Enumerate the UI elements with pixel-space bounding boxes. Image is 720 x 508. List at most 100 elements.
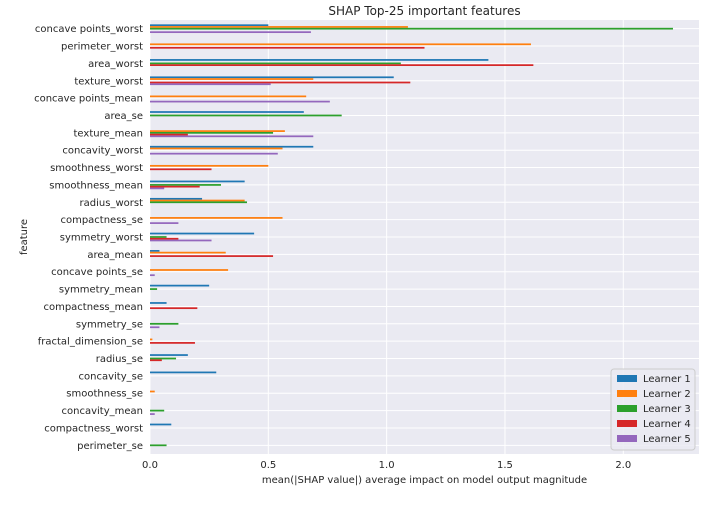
bar <box>150 232 255 235</box>
bar <box>150 284 210 287</box>
legend-box <box>610 368 696 451</box>
bar <box>150 288 158 290</box>
y-tick-label: concavity_worst <box>62 146 143 157</box>
legend-swatch <box>617 435 637 442</box>
bar <box>150 250 160 252</box>
bar <box>150 81 411 84</box>
grid-layer <box>149 20 699 454</box>
bar <box>150 338 153 341</box>
x-tick-label: 1.0 <box>379 460 395 471</box>
x-tick-label: 0.5 <box>260 460 276 471</box>
legend-swatch <box>617 375 637 382</box>
bar <box>150 255 274 257</box>
bar <box>150 46 425 49</box>
bar <box>150 31 311 34</box>
bar <box>150 43 531 46</box>
bar <box>150 111 304 113</box>
y-tick-label: concavity_mean <box>62 406 143 417</box>
bar <box>150 26 408 28</box>
bar <box>150 164 269 167</box>
legend-swatch <box>617 420 637 427</box>
y-tick-label: texture_mean <box>74 128 143 139</box>
y-tick-label: area_se <box>104 111 143 122</box>
bar <box>150 59 489 61</box>
bar <box>150 64 534 67</box>
bar <box>150 114 342 117</box>
bar <box>150 239 212 242</box>
x-tick-label: 1.5 <box>497 460 513 471</box>
bar <box>150 409 165 412</box>
bar <box>150 302 167 304</box>
bar <box>150 342 195 344</box>
y-tick-label: fractal_dimension_se <box>38 337 143 348</box>
legend-swatch <box>617 405 637 412</box>
y-tick-label: perimeter_se <box>77 441 143 452</box>
y-tick-label: smoothness_worst <box>50 163 143 174</box>
y-axis-label: feature <box>19 219 30 255</box>
bar <box>150 147 283 150</box>
legend-label: Learner 2 <box>643 389 691 400</box>
bar <box>150 217 283 219</box>
y-tick-label: symmetry_se <box>76 319 143 330</box>
x-tick-labels: 0.0 0.5 1.0 1.5 2.0 <box>142 460 631 471</box>
bar <box>150 133 188 136</box>
y-tick-label: area_mean <box>87 250 143 261</box>
bar-layer <box>150 24 673 447</box>
bar <box>150 423 172 426</box>
bar <box>150 444 167 447</box>
bar <box>150 180 245 183</box>
bar <box>150 78 314 80</box>
y-tick-label: radius_worst <box>80 198 144 209</box>
bar <box>150 201 248 204</box>
bar <box>150 145 314 148</box>
bar <box>150 184 221 186</box>
bar <box>150 95 307 98</box>
bar <box>150 83 271 86</box>
bar <box>150 413 155 415</box>
y-tick-label: concave points_worst <box>35 24 143 35</box>
y-tick-label: area_worst <box>88 59 143 70</box>
bar <box>150 62 401 65</box>
y-tick-label: compactness_worst <box>44 423 143 434</box>
legend-label: Learner 5 <box>643 434 691 445</box>
bar <box>150 390 155 393</box>
bar <box>150 199 245 202</box>
y-tick-label: smoothness_mean <box>49 180 143 191</box>
legend: Learner 1 Learner 2 Learner 3 Learner 4 Lear… <box>610 368 696 451</box>
x-tick-label: 2.0 <box>615 460 631 471</box>
y-tick-label: smoothness_se <box>66 389 143 400</box>
bar <box>150 100 330 103</box>
bar <box>150 130 285 132</box>
legend-label: Learner 3 <box>643 404 691 415</box>
y-tick-label: compactness_se <box>60 215 143 226</box>
bar <box>150 269 229 271</box>
y-tick-label: radius_se <box>96 354 143 365</box>
y-tick-label: concavity_se <box>79 371 143 382</box>
bar <box>150 197 203 200</box>
y-tick-label: texture_worst <box>74 76 143 87</box>
bar <box>150 354 188 356</box>
bar <box>150 251 226 254</box>
legend-swatch <box>617 390 637 397</box>
y-tick-label: symmetry_worst <box>60 233 143 244</box>
bar <box>150 237 179 240</box>
x-axis-label: mean(|SHAP value|) average impact on mod… <box>262 475 587 486</box>
x-tick-label: 0.0 <box>142 460 158 471</box>
bar <box>150 27 673 30</box>
y-tick-labels: concave points_worst perimeter_worst area_… <box>34 24 143 452</box>
bar <box>150 322 179 325</box>
bar <box>150 326 160 329</box>
bar <box>150 135 314 138</box>
bar <box>150 185 200 188</box>
bar <box>150 307 198 310</box>
bar <box>150 131 274 134</box>
bar <box>150 152 278 155</box>
bar <box>150 76 394 79</box>
bar <box>150 274 155 277</box>
legend-label: Learner 1 <box>643 374 691 385</box>
y-tick-label: concave points_se <box>51 267 143 278</box>
bar <box>150 187 165 190</box>
bar <box>150 236 167 238</box>
bar <box>150 371 217 374</box>
